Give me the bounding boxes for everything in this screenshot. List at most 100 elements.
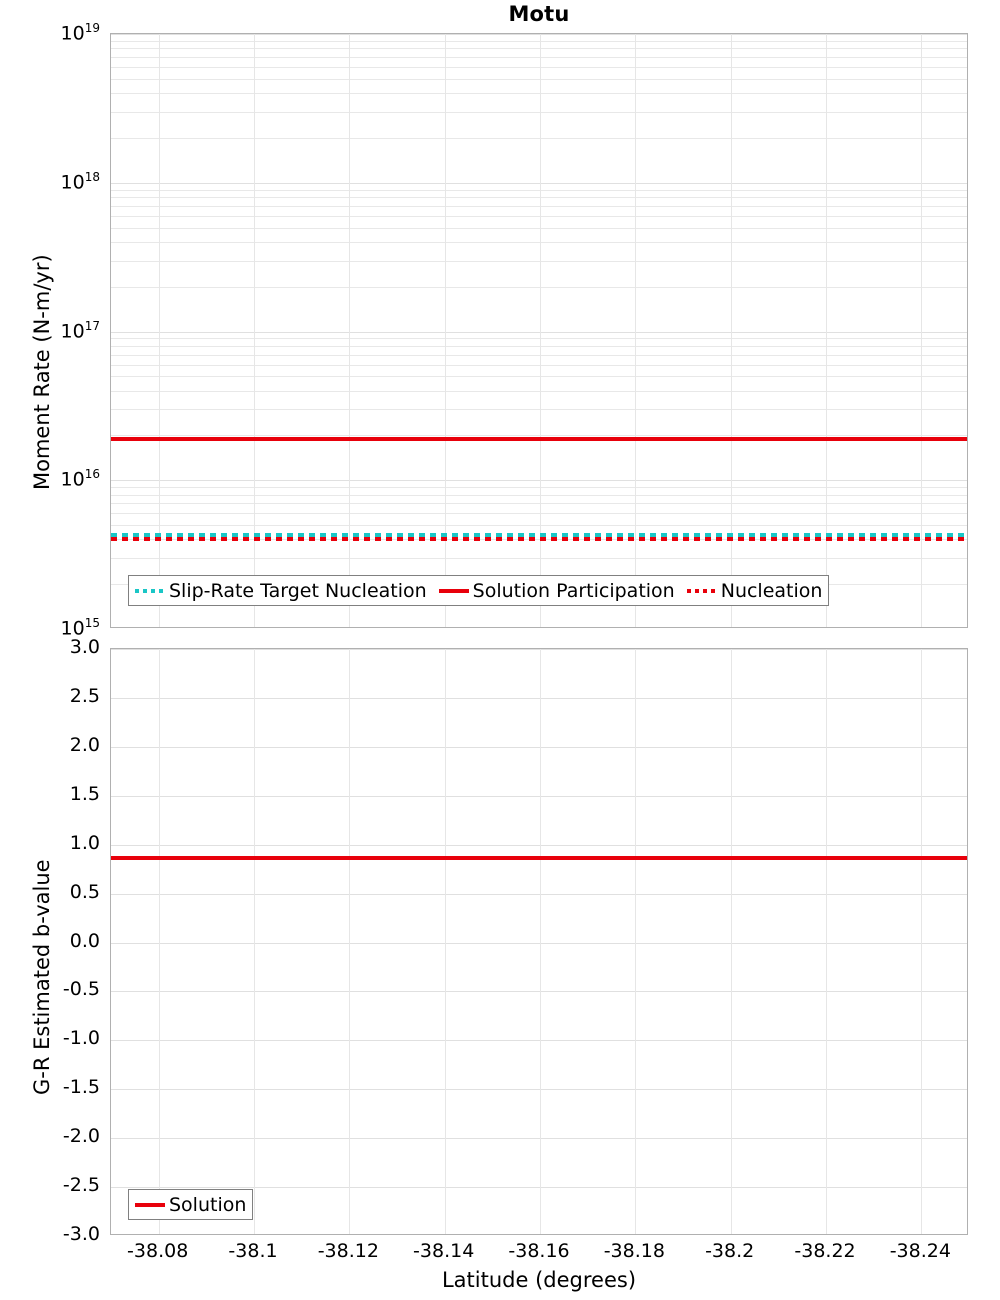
series-line [111, 436, 967, 441]
legend-label: Nucleation [720, 579, 823, 602]
gridline-horizontal [111, 795, 967, 797]
x-tick-label: -38.24 [889, 1240, 951, 1262]
gridline-horizontal [111, 1138, 967, 1140]
gridline-horizontal [111, 331, 967, 333]
gridline-horizontal [111, 390, 967, 392]
gridline-vertical [540, 649, 541, 1234]
legend-entry[interactable]: Nucleation [686, 579, 823, 602]
gridline-horizontal [111, 1187, 967, 1189]
gridline-horizontal [111, 67, 967, 68]
gridline-horizontal [111, 241, 967, 243]
gridline-vertical [349, 649, 351, 1234]
gridline-horizontal [111, 40, 967, 42]
gridline-horizontal [111, 376, 967, 378]
b-value-plot-area [110, 648, 968, 1235]
y-tick-label: 1.5 [69, 782, 100, 805]
gridline-horizontal [111, 345, 967, 347]
gridline-horizontal [111, 558, 967, 560]
gridline-vertical [540, 34, 541, 627]
x-tick-label: -38.14 [413, 1240, 475, 1262]
gridline-horizontal [111, 746, 967, 748]
gridline-vertical [254, 649, 255, 1234]
gridline-horizontal [111, 409, 967, 411]
gridline-horizontal [111, 503, 967, 505]
y-tick-label: 1016 [60, 467, 100, 491]
gridline-horizontal [111, 227, 967, 229]
gridline-horizontal [111, 286, 967, 288]
x-tick-label: -38.1 [228, 1240, 278, 1262]
y-tick-label: 2.5 [69, 684, 100, 707]
gridline-vertical [921, 34, 923, 627]
gridline-horizontal [111, 364, 967, 366]
series-line [111, 537, 967, 542]
legend-swatch-icon [135, 1202, 165, 1207]
gridline-vertical [444, 649, 446, 1234]
gridline-horizontal [111, 111, 967, 113]
x-axis-ticks: -38.08 -38.1 -38.12 -38.14 -38.16 -38.18 -38.2… [110, 1240, 968, 1266]
gridline-vertical [444, 34, 446, 627]
gridline-horizontal [111, 78, 967, 80]
y-tick-label: 2.0 [69, 733, 100, 756]
y-tick-label: 1017 [60, 318, 100, 342]
y-tick-label: -0.5 [62, 978, 100, 1001]
gridline-horizontal [111, 844, 967, 846]
y-tick-label: 3.0 [69, 636, 100, 658]
gridline-horizontal [111, 189, 967, 191]
gridline-vertical [730, 34, 732, 627]
gridline-horizontal [111, 338, 967, 340]
legend-label: Slip-Rate Target Nucleation [169, 579, 427, 602]
gridline-horizontal [111, 205, 967, 207]
gridline-horizontal [111, 513, 967, 515]
legend-label: Solution Participation [472, 579, 675, 602]
y-axis-ticks-bottom: -3.0 -2.5 -2.0 -1.5 -1.0 -0.5 0.0 0.5 1.0 1.5 2.0 2… [2, 636, 100, 1245]
gridline-horizontal [111, 494, 967, 496]
gridline-horizontal [111, 34, 967, 35]
x-tick-label: -38.18 [603, 1240, 665, 1262]
y-tick-label: 1019 [60, 21, 100, 45]
gridline-horizontal [111, 260, 967, 262]
gridline-horizontal [111, 487, 967, 489]
legend-swatch-icon [135, 588, 165, 593]
gridline-horizontal [111, 525, 967, 527]
gridline-horizontal [111, 215, 967, 217]
figure-title: Motu [508, 2, 570, 26]
y-tick-label: -2.0 [62, 1125, 100, 1148]
y-tick-label: -2.5 [62, 1174, 100, 1197]
y-tick-label: -1.0 [62, 1027, 100, 1050]
x-tick-label: -38.2 [705, 1240, 755, 1262]
gridline-vertical [158, 34, 160, 627]
y-tick-label: 0.5 [69, 880, 100, 903]
y-tick-label: 1018 [60, 169, 100, 194]
legend-entry[interactable]: Solution [135, 1194, 246, 1216]
gridline-horizontal [111, 991, 967, 993]
gridline-vertical [826, 649, 827, 1234]
y-tick-label: 1.0 [69, 831, 100, 854]
x-axis-label: Latitude (degrees) [441, 1268, 637, 1292]
legend-top: Slip-Rate Target Nucleation Solution Part… [128, 575, 830, 606]
y-tick-label: 0.0 [69, 929, 100, 952]
x-tick-label: -38.22 [794, 1240, 856, 1262]
gridline-horizontal [111, 182, 967, 184]
gridline-horizontal [111, 697, 967, 699]
gridline-vertical [635, 34, 637, 627]
gridline-horizontal [111, 649, 967, 650]
grid-lines-bottom [111, 649, 967, 1234]
gridline-horizontal [111, 893, 967, 895]
gridline-vertical [158, 649, 160, 1234]
grid-lines-top [111, 34, 967, 627]
x-tick-label: -38.08 [127, 1240, 189, 1262]
legend-bottom: Solution [128, 1189, 254, 1220]
y-tick-label: -3.0 [62, 1223, 100, 1245]
x-tick-label: -38.12 [317, 1240, 379, 1262]
legend-entry[interactable]: Slip-Rate Target Nucleation [135, 580, 427, 602]
series-line [111, 856, 967, 861]
legend-entry[interactable]: Solution Participation [438, 579, 675, 602]
gridline-horizontal [111, 1040, 967, 1042]
y-axis-label-bottom: G-R Estimated b-value [30, 859, 54, 1095]
gridline-horizontal [111, 354, 967, 356]
gridline-horizontal [111, 480, 967, 482]
series-line [111, 532, 967, 537]
gridline-vertical [730, 649, 732, 1234]
gridline-vertical [826, 34, 827, 627]
gridline-vertical [635, 649, 637, 1234]
